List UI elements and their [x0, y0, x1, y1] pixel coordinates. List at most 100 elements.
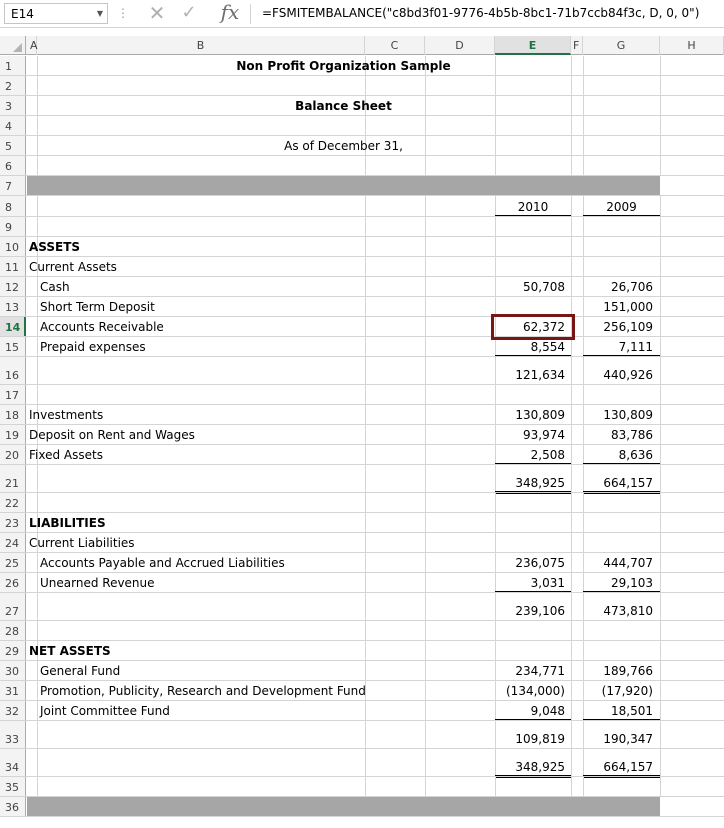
column-header-b[interactable]: B	[37, 36, 365, 55]
row-header[interactable]: 27	[0, 593, 26, 620]
drag-handle-icon[interactable]: ⋮	[117, 6, 129, 20]
row-label: ASSETS	[29, 240, 81, 254]
sheet-row: 27 239,106 473,810	[0, 593, 724, 621]
row-label: Unearned Revenue	[40, 576, 155, 590]
column-header-g[interactable]: G	[583, 36, 660, 55]
row-label: Short Term Deposit	[40, 300, 155, 314]
row-header[interactable]: 30	[0, 661, 26, 680]
row-header[interactable]: 18	[0, 405, 26, 424]
insert-function-button[interactable]: fx	[220, 0, 240, 24]
enter-icon[interactable]: ✓	[181, 2, 197, 23]
row-header[interactable]: 20	[0, 445, 26, 464]
row-header[interactable]: 2	[0, 76, 26, 95]
year-prior: 2009	[606, 200, 637, 214]
gridline	[365, 553, 366, 572]
column-header-e[interactable]: E	[495, 36, 571, 55]
row-header[interactable]: 24	[0, 533, 26, 552]
gridline	[425, 56, 426, 75]
row-header[interactable]: 4	[0, 116, 26, 135]
gridline	[583, 297, 584, 316]
row-header[interactable]: 31	[0, 681, 26, 700]
row-header[interactable]: 14	[0, 317, 26, 336]
row-header[interactable]: 7	[0, 176, 26, 195]
gridline	[365, 56, 366, 75]
gridline	[583, 533, 584, 552]
gridline	[583, 257, 584, 276]
row-header[interactable]: 3	[0, 96, 26, 115]
column-header-f[interactable]: F	[571, 36, 583, 55]
row-header[interactable]: 10	[0, 237, 26, 256]
row-header[interactable]: 21	[0, 465, 26, 492]
row-header[interactable]: 25	[0, 553, 26, 572]
gridline	[495, 749, 496, 776]
gridline	[660, 196, 661, 216]
divider	[250, 4, 251, 24]
gridline	[365, 136, 366, 155]
column-header-a[interactable]: A	[27, 36, 38, 55]
gridline	[660, 777, 661, 796]
gridline	[37, 116, 38, 135]
row-header[interactable]: 6	[0, 156, 26, 175]
select-all-button[interactable]	[0, 36, 26, 55]
value-2009: 8,636	[618, 448, 653, 462]
gridline	[425, 701, 426, 720]
row-header[interactable]: 23	[0, 513, 26, 532]
gridline	[571, 317, 572, 336]
row-header[interactable]: 13	[0, 297, 26, 316]
gridline	[660, 96, 661, 115]
gridline	[583, 777, 584, 796]
chevron-down-icon[interactable]: ▼	[96, 9, 103, 18]
column-header-h[interactable]: H	[660, 36, 724, 55]
gridline	[571, 405, 572, 424]
gridline	[583, 405, 584, 424]
gridline	[583, 661, 584, 680]
value-2009: 473,810	[603, 604, 653, 618]
row-label: Accounts Payable and Accrued Liabilities	[40, 556, 285, 570]
gridline	[571, 96, 572, 115]
sheet-row: 32 Joint Committee Fund 9,048 18,501	[0, 701, 724, 721]
row-header[interactable]: 19	[0, 425, 26, 444]
gridline	[571, 76, 572, 95]
gridline	[583, 196, 584, 216]
row-header[interactable]: 36	[0, 797, 26, 816]
gridline	[583, 721, 584, 748]
name-box[interactable]: E14 ▼	[4, 3, 108, 24]
cancel-icon[interactable]: ✕	[148, 1, 166, 25]
row-label: Fixed Assets	[29, 448, 103, 462]
row-header[interactable]: 29	[0, 641, 26, 660]
row-header[interactable]: 12	[0, 277, 26, 296]
row-header[interactable]: 15	[0, 337, 26, 356]
gridline	[495, 641, 496, 660]
row-header[interactable]: 26	[0, 573, 26, 592]
gridline	[365, 217, 366, 236]
row-header[interactable]: 22	[0, 493, 26, 512]
row-header[interactable]: 11	[0, 257, 26, 276]
value-2010[interactable]: 62,372	[523, 320, 565, 334]
row-header[interactable]: 34	[0, 749, 26, 776]
row-header[interactable]: 1	[0, 56, 26, 75]
gridline	[37, 136, 38, 155]
row-header[interactable]: 32	[0, 701, 26, 720]
row-header[interactable]: 33	[0, 721, 26, 748]
gridline	[495, 553, 496, 572]
column-header-c[interactable]: C	[365, 36, 425, 55]
gridline	[37, 593, 38, 620]
column-header-d[interactable]: D	[425, 36, 495, 55]
gridline	[583, 277, 584, 296]
row-header[interactable]: 5	[0, 136, 26, 155]
sheet-row: 14 Accounts Receivable 62,372 256,109	[0, 317, 724, 337]
row-header[interactable]: 16	[0, 357, 26, 384]
gridline	[495, 777, 496, 796]
row-header[interactable]: 8	[0, 196, 26, 216]
row-header[interactable]: 9	[0, 217, 26, 236]
row-header[interactable]: 28	[0, 621, 26, 640]
row-header[interactable]: 35	[0, 777, 26, 796]
row-header[interactable]: 17	[0, 385, 26, 404]
gridline	[37, 553, 38, 572]
formula-input[interactable]: =FSMITEMBALANCE("c8bd3f01-9776-4b5b-8bc1…	[262, 6, 700, 20]
gridline	[37, 513, 38, 532]
gridline	[571, 237, 572, 256]
gridline	[37, 621, 38, 640]
gridline	[571, 277, 572, 296]
double-underline	[583, 775, 660, 778]
